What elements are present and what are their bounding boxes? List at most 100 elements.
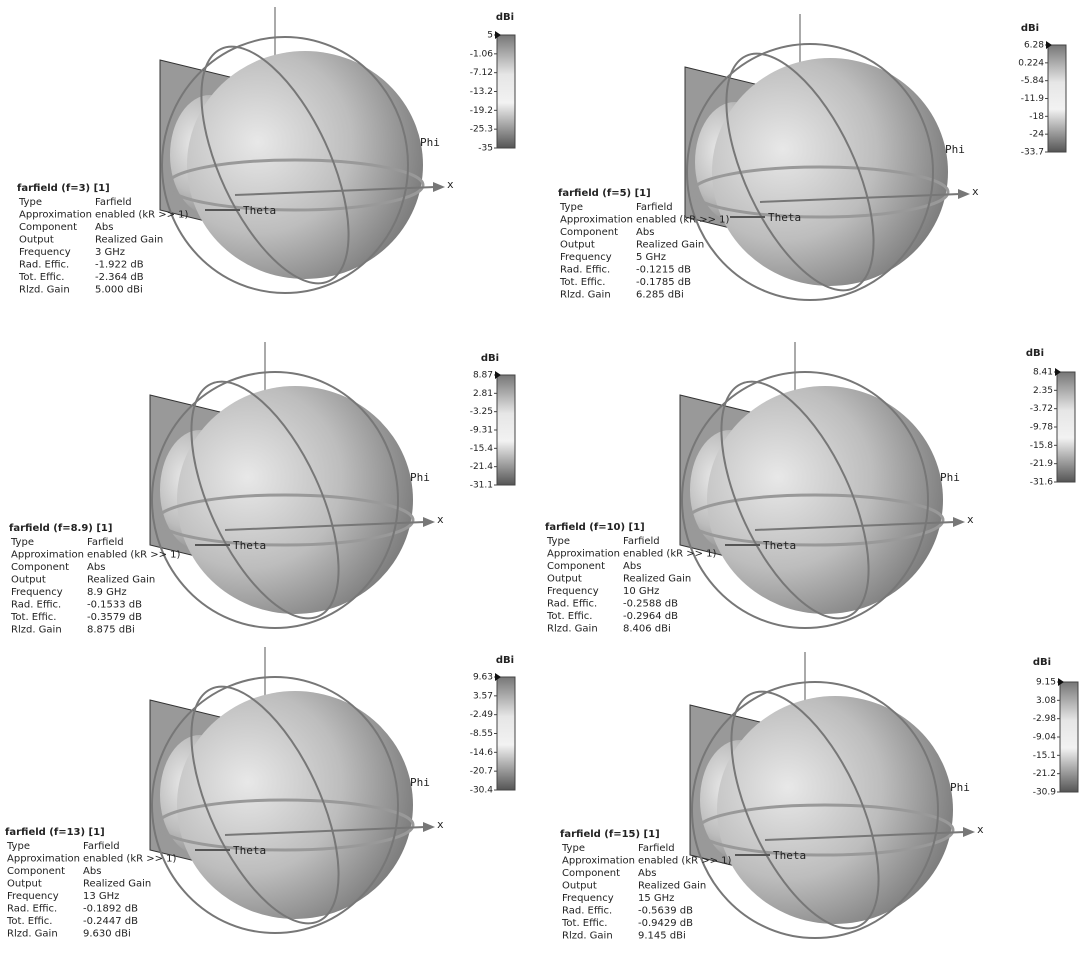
info-value: Abs <box>638 868 656 879</box>
info-value: Abs <box>83 866 101 877</box>
colorbar-unit: dBi <box>1026 348 1044 359</box>
info-label: Frequency <box>560 252 612 263</box>
colorbar-tick-label: 0.224 <box>1018 58 1044 68</box>
info-value: 15 GHz <box>638 893 674 904</box>
info-value: 5.000 dBi <box>95 285 143 296</box>
info-label: Type <box>10 537 34 548</box>
info-label: Type <box>559 202 583 213</box>
theta-label: Theta <box>773 849 806 862</box>
info-label: Component <box>547 561 605 572</box>
info-value: Abs <box>87 562 105 573</box>
colorbar <box>1060 682 1078 792</box>
colorbar-tick-label: -13.2 <box>470 87 493 97</box>
x-arrow-head <box>958 189 970 199</box>
info-label: Rad. Effic. <box>547 599 597 610</box>
colorbar-tick-label: -30.9 <box>1033 788 1057 798</box>
info-value: -2.364 dB <box>95 272 144 283</box>
info-value: enabled (kR >> 1) <box>636 215 730 226</box>
colorbar-tick-label: 9.63 <box>473 673 493 683</box>
info-label: Output <box>547 574 582 585</box>
colorbar-tick-label: -21.9 <box>1030 459 1054 469</box>
info-label: Frequency <box>19 247 71 258</box>
info-value: 8.406 dBi <box>623 624 671 635</box>
info-value: -0.2964 dB <box>623 611 678 622</box>
colorbar-tick-label: -19.2 <box>470 106 493 116</box>
phi-label: Phi <box>950 781 970 794</box>
info-label: Frequency <box>11 587 63 598</box>
panel-title: farfield (f=15) [1] <box>560 829 660 840</box>
info-label: Tot. Effic. <box>10 612 56 623</box>
colorbar-unit: dBi <box>481 353 499 364</box>
colorbar-tick-label: -9.31 <box>470 426 493 436</box>
info-label: Tot. Effic. <box>6 916 52 927</box>
colorbar-tick-label: -3.25 <box>470 407 493 417</box>
colorbar-tick-label: -18 <box>1029 112 1044 122</box>
colorbar-tick-label: -24 <box>1029 130 1044 140</box>
info-label: Rad. Effic. <box>560 265 610 276</box>
info-label: Approximation <box>19 210 92 221</box>
colorbar-tick-label: 6.28 <box>1024 41 1044 51</box>
colorbar-tick-label: -14.6 <box>470 748 494 758</box>
info-label: Approximation <box>562 856 635 867</box>
info-label: Rad. Effic. <box>7 904 57 915</box>
x-arrow-head <box>433 182 445 192</box>
info-value: -0.1215 dB <box>636 265 691 276</box>
colorbar-tick-label: -5.84 <box>1021 76 1045 86</box>
info-value: 6.285 dBi <box>636 290 684 301</box>
info-value: Realized Gain <box>636 240 704 251</box>
info-label: Component <box>562 868 620 879</box>
phi-label: Phi <box>940 471 960 484</box>
info-label: Rad. Effic. <box>19 260 69 271</box>
info-value: 8.9 GHz <box>87 587 127 598</box>
panel-title: farfield (f=10) [1] <box>545 522 645 533</box>
panel-title: farfield (f=5) [1] <box>558 188 651 199</box>
colorbar-tick-label: 8.87 <box>473 371 493 381</box>
info-label: Component <box>560 227 618 238</box>
colorbar-unit: dBi <box>496 12 514 23</box>
info-label: Tot. Effic. <box>18 272 64 283</box>
info-label: Type <box>6 841 30 852</box>
colorbar-tick-label: -15.4 <box>470 444 494 454</box>
info-value: 3 GHz <box>95 247 125 258</box>
colorbar-tick-label: -31.1 <box>470 481 493 491</box>
info-value: -0.9429 dB <box>638 918 693 929</box>
panel-title: farfield (f=8.9) [1] <box>9 523 112 534</box>
info-label: Frequency <box>547 586 599 597</box>
info-label: Frequency <box>7 891 59 902</box>
colorbar-tick-label: -15.1 <box>1033 751 1056 761</box>
x-label: x <box>977 823 984 836</box>
colorbar-tick-label: -25.3 <box>470 125 493 135</box>
info-label: Output <box>11 575 46 586</box>
colorbar <box>497 677 515 790</box>
colorbar-tick-label: -9.78 <box>1030 423 1054 433</box>
info-value: Realized Gain <box>95 235 163 246</box>
colorbar-tick-label: 5 <box>487 31 493 41</box>
theta-label: Theta <box>768 211 801 224</box>
info-value: enabled (kR >> 1) <box>638 856 732 867</box>
colorbar-tick-label: -20.7 <box>470 767 493 777</box>
info-label: Rad. Effic. <box>11 600 61 611</box>
phi-label: Phi <box>410 471 430 484</box>
info-label: Component <box>11 562 69 573</box>
info-label: Tot. Effic. <box>559 277 605 288</box>
info-label: Approximation <box>7 854 80 865</box>
info-label: Output <box>562 881 597 892</box>
info-label: Output <box>19 235 54 246</box>
info-value: -0.1533 dB <box>87 600 142 611</box>
colorbar <box>497 375 515 485</box>
info-label: Approximation <box>11 550 84 561</box>
colorbar-tick-label: 8.41 <box>1033 368 1053 378</box>
colorbar-unit: dBi <box>1033 657 1051 668</box>
info-value: Realized Gain <box>87 575 155 586</box>
x-label: x <box>967 513 974 526</box>
info-label: Output <box>560 240 595 251</box>
info-value: Farfield <box>636 202 673 213</box>
colorbar-tick-label: -15.8 <box>1030 441 1054 451</box>
colorbar-tick-label: -8.55 <box>470 729 493 739</box>
info-value: -1.922 dB <box>95 260 144 271</box>
colorbar-tick-label: -3.72 <box>1030 404 1053 414</box>
info-label: Approximation <box>560 215 633 226</box>
